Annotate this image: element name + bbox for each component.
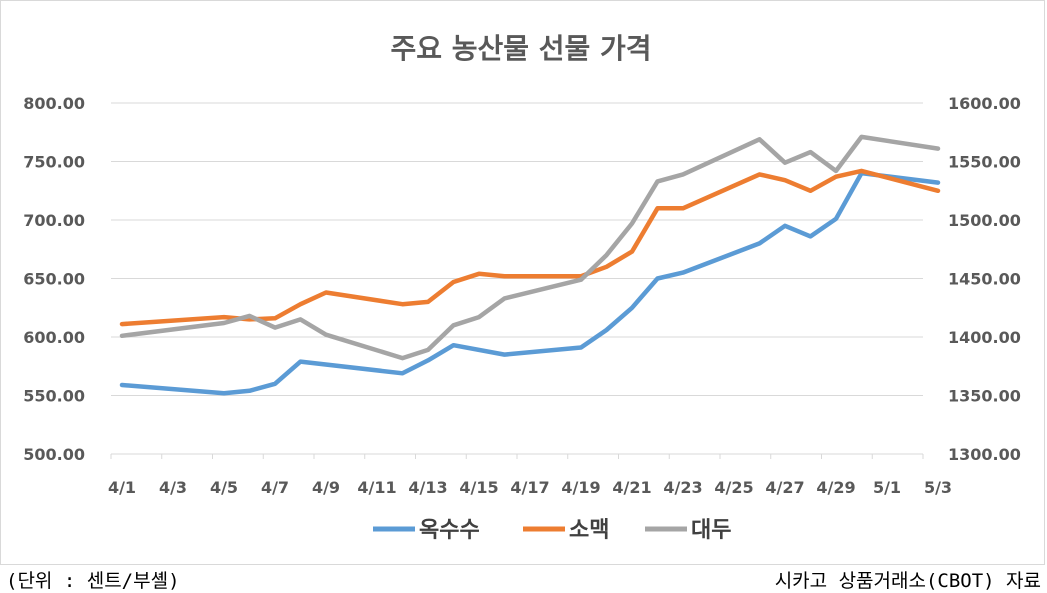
y-left-tick-label: 750.00 xyxy=(23,153,85,172)
chart-frame: 주요 농산물 선물 가격 500.00 550.00 600.00 650.00 700… xyxy=(0,0,1045,565)
x-tick-label: 4/11 xyxy=(357,478,396,497)
series-lines xyxy=(119,134,941,396)
x-tick-label: 4/25 xyxy=(714,478,753,497)
y-axis-left-ticks: 500.00 550.00 600.00 650.00 700.00 750.00 800.… xyxy=(23,94,85,464)
source-note: 시카고 상품거래소(CBOT) 자료 xyxy=(774,570,1041,592)
y-left-tick-label: 800.00 xyxy=(23,94,85,113)
x-tick-label: 4/27 xyxy=(765,478,804,497)
legend-label: 소맥 xyxy=(569,518,609,543)
x-tick-label: 4/7 xyxy=(261,478,289,497)
y-right-tick-label: 1300.00 xyxy=(948,445,1021,464)
series-line xyxy=(119,168,941,327)
y-right-tick-label: 1400.00 xyxy=(948,328,1021,347)
x-tick-label: 4/29 xyxy=(816,478,855,497)
x-tick-label: 5/3 xyxy=(924,478,952,497)
x-tick-label: 4/23 xyxy=(663,478,702,497)
legend-label: 대두 xyxy=(691,518,731,543)
unit-note: (단위 : 센트/부셸) xyxy=(6,570,180,592)
y-left-tick-label: 600.00 xyxy=(23,328,85,347)
series-line xyxy=(119,170,941,396)
series-line xyxy=(119,134,941,361)
y-right-tick-label: 1350.00 xyxy=(948,387,1021,406)
y-left-tick-label: 650.00 xyxy=(23,270,85,289)
y-axis-right-ticks: 1300.00 1350.00 1400.00 1450.00 1500.00 1550.… xyxy=(948,94,1021,464)
y-right-tick-label: 1550.00 xyxy=(948,153,1021,172)
x-tick-label: 4/5 xyxy=(210,478,238,497)
x-tick-label: 4/15 xyxy=(459,478,498,497)
x-tick-label: 4/19 xyxy=(561,478,600,497)
legend-label: 옥수수 xyxy=(419,518,480,543)
chart-title: 주요 농산물 선물 가격 xyxy=(390,32,651,65)
x-tick-label: 5/1 xyxy=(873,478,901,497)
y-left-tick-label: 500.00 xyxy=(23,445,85,464)
x-tick-label: 4/13 xyxy=(408,478,447,497)
y-left-tick-label: 550.00 xyxy=(23,387,85,406)
x-tick-label: 4/17 xyxy=(510,478,549,497)
x-tick-label: 4/21 xyxy=(612,478,651,497)
y-left-tick-label: 700.00 xyxy=(23,211,85,230)
y-right-tick-label: 1600.00 xyxy=(948,94,1021,113)
y-right-tick-label: 1450.00 xyxy=(948,270,1021,289)
legend: 옥수수 소맥 대두 xyxy=(373,518,731,543)
y-right-tick-label: 1500.00 xyxy=(948,211,1021,230)
x-tick-label: 4/1 xyxy=(108,478,136,497)
x-tick-label: 4/3 xyxy=(159,478,187,497)
x-axis-ticks: 4/1 4/3 4/5 4/7 4/9 4/11 4/13 4/15 4/17 4/19 4/21 4… xyxy=(108,478,952,497)
gridlines xyxy=(110,102,924,459)
chart-svg: 주요 농산물 선물 가격 500.00 550.00 600.00 650.00 700… xyxy=(23,32,1021,543)
x-tick-label: 4/9 xyxy=(312,478,340,497)
